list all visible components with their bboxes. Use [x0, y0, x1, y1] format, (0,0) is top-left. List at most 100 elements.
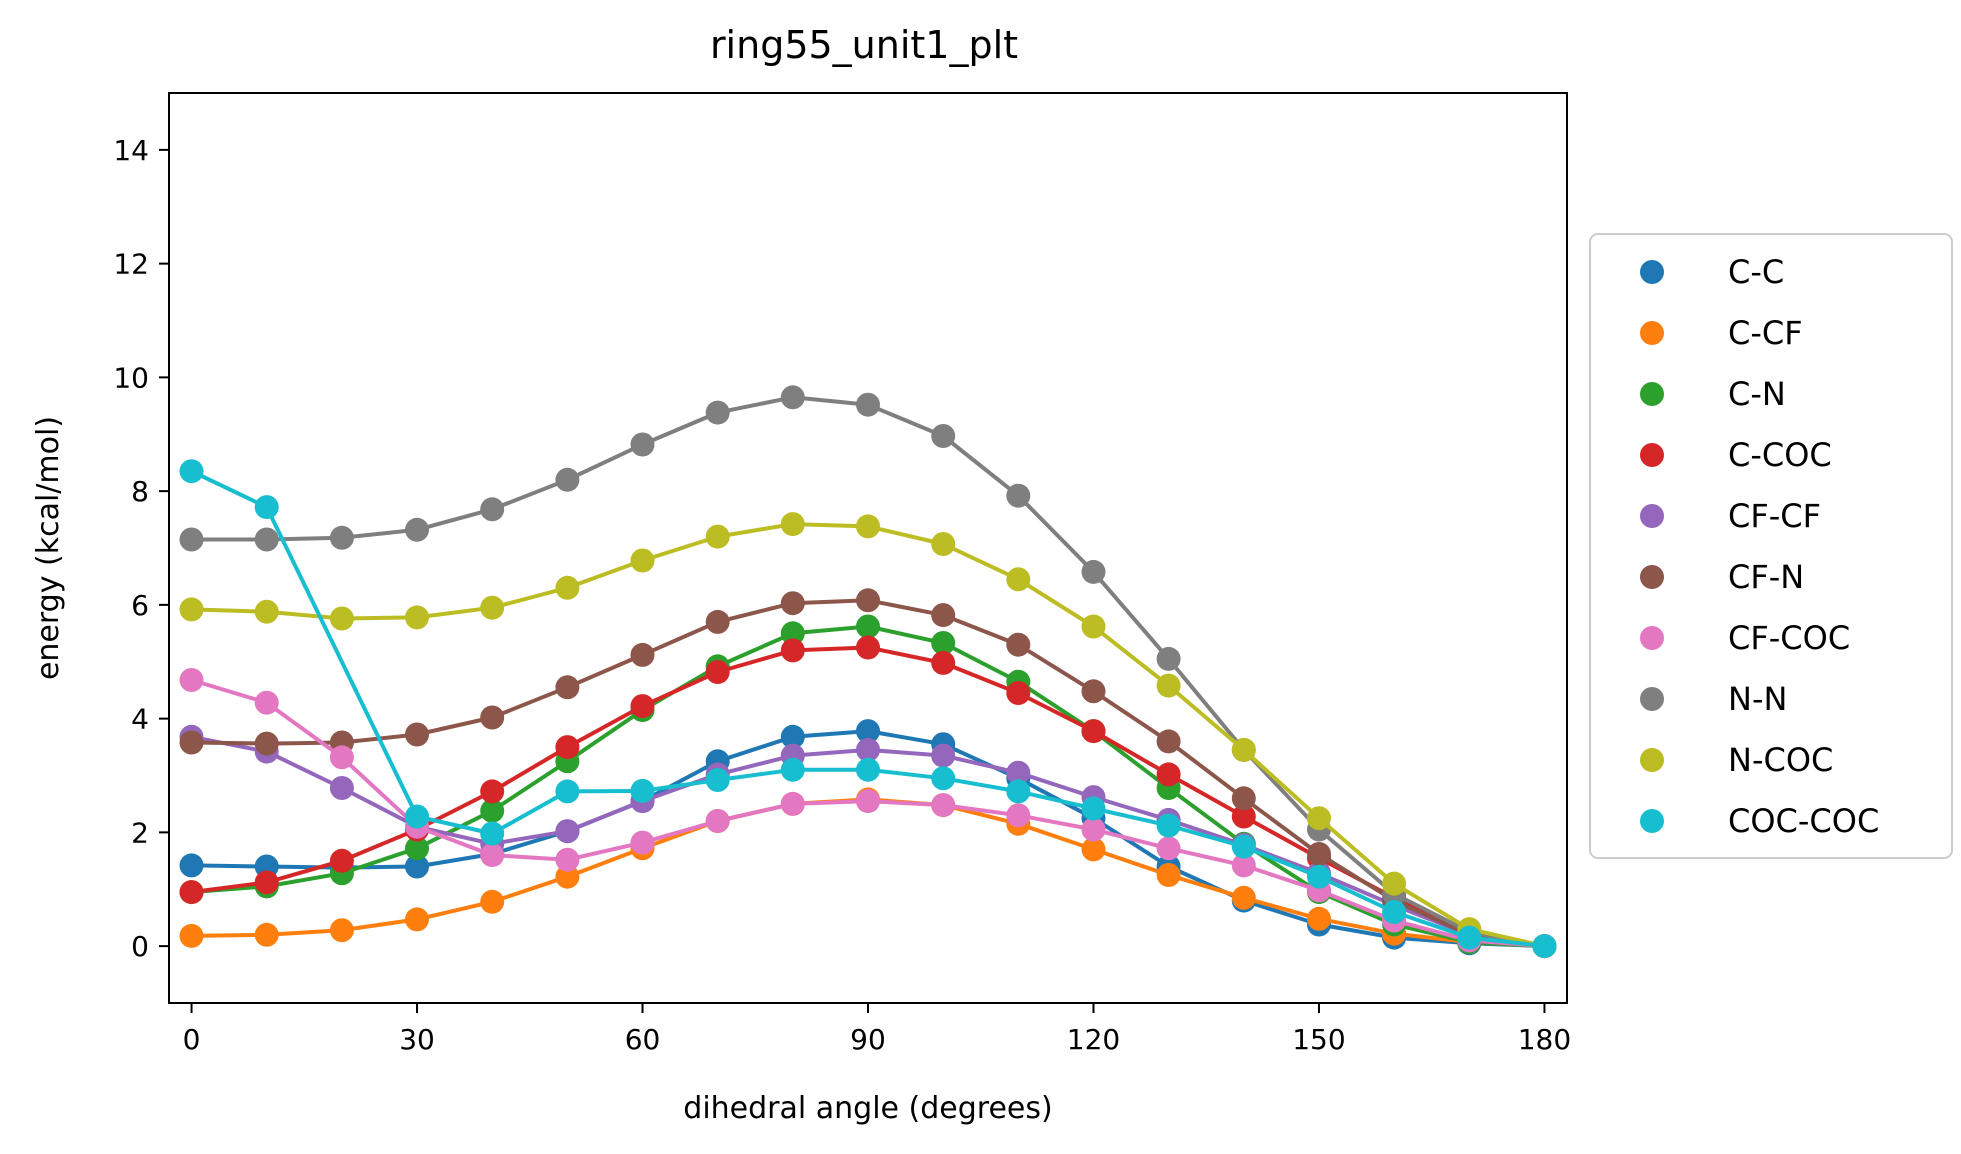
data-point — [630, 642, 655, 667]
y-tick-label: 2 — [131, 816, 149, 849]
data-point — [1156, 836, 1181, 861]
data-point — [1156, 646, 1181, 671]
data-point — [1307, 906, 1331, 931]
legend-label: N-N — [1728, 680, 1787, 718]
data-point — [705, 524, 730, 549]
x-tick-label: 0 — [183, 1023, 201, 1056]
data-point — [630, 778, 655, 803]
legend-entry-n-n: N-N — [1640, 680, 1787, 718]
data-point — [1006, 803, 1031, 828]
data-point — [1006, 483, 1031, 508]
data-point — [856, 392, 880, 417]
data-point — [1006, 779, 1031, 804]
data-point — [329, 525, 354, 550]
data-point — [705, 768, 730, 792]
data-point — [405, 605, 429, 630]
x-axis-label: dihedral angle (degrees) — [683, 1091, 1052, 1126]
legend-marker — [1640, 687, 1664, 711]
legend-box — [1589, 233, 1953, 859]
series-c-n — [179, 614, 1557, 959]
legend-label: C-N — [1728, 375, 1786, 413]
legend-entry-c-n: C-N — [1640, 375, 1786, 413]
data-point — [931, 424, 956, 448]
data-point — [555, 864, 580, 889]
legend-entry-c-cf: C-CF — [1640, 314, 1803, 352]
legend-entry-cf-coc: CF-COC — [1640, 619, 1850, 657]
data-point — [780, 591, 805, 616]
data-point — [780, 512, 805, 537]
data-point — [480, 889, 505, 914]
data-point — [1081, 817, 1106, 842]
data-point — [480, 595, 505, 620]
data-point — [1382, 900, 1407, 924]
data-point — [1156, 813, 1181, 838]
data-point — [329, 606, 354, 631]
y-axis-label: energy (kcal/mol) — [31, 416, 66, 680]
y-tick-label: 14 — [113, 134, 149, 167]
data-point — [1081, 614, 1106, 639]
data-point — [1231, 737, 1256, 762]
data-point — [179, 668, 204, 692]
data-point — [254, 922, 279, 947]
data-point — [856, 588, 880, 613]
legend-marker — [1640, 748, 1664, 772]
data-point — [1156, 762, 1181, 787]
data-point — [329, 776, 354, 800]
data-point — [931, 650, 956, 675]
data-point — [254, 870, 279, 895]
data-point — [555, 735, 580, 760]
data-point — [405, 804, 429, 829]
data-point — [405, 722, 429, 747]
data-point — [931, 631, 956, 655]
y-tick-label: 8 — [131, 475, 149, 508]
legend-label: CF-CF — [1728, 497, 1821, 535]
data-point — [254, 495, 279, 520]
data-point — [1382, 871, 1407, 896]
data-point — [179, 730, 204, 755]
data-point — [1081, 719, 1106, 744]
series-n-coc — [179, 512, 1557, 959]
x-tick-label: 120 — [1067, 1023, 1120, 1056]
data-point — [630, 432, 655, 457]
data-point — [179, 923, 204, 948]
data-point — [1006, 567, 1031, 592]
data-point — [555, 467, 580, 492]
data-point — [179, 527, 204, 552]
data-point — [179, 459, 204, 484]
x-axis-ticks: 0 30 60 90 120 150 180 — [183, 1003, 1571, 1056]
data-point — [856, 635, 880, 660]
legend-marker — [1640, 382, 1664, 406]
series-line — [191, 797, 1545, 949]
data-point — [856, 514, 880, 539]
data-point — [405, 836, 429, 861]
data-point — [179, 880, 204, 905]
data-point — [856, 719, 880, 744]
data-point — [1081, 796, 1106, 821]
series-cf-coc — [179, 668, 1557, 959]
data-point — [254, 690, 279, 715]
data-point — [1006, 632, 1031, 657]
data-point — [179, 853, 204, 878]
legend-label: COC-COC — [1728, 802, 1879, 840]
data-point — [780, 385, 805, 410]
data-point — [931, 603, 956, 628]
y-axis-ticks: 0 2 4 6 8 10 12 14 — [113, 134, 169, 963]
data-point — [480, 779, 505, 804]
legend-entry-coc-coc: COC-COC — [1640, 802, 1879, 840]
data-point — [1081, 837, 1106, 862]
data-point — [480, 798, 505, 823]
series-line — [191, 395, 1545, 949]
data-point — [705, 400, 730, 425]
legend: C-C C-CF C-N C-COC CF-CF CF-N CF-COC N-N N-COC CO… — [1589, 233, 1953, 859]
y-tick-label: 4 — [131, 703, 149, 736]
data-point — [705, 809, 730, 833]
legend-marker — [1640, 443, 1664, 467]
data-point — [856, 789, 880, 814]
data-point — [630, 548, 655, 573]
data-point — [480, 821, 505, 846]
x-tick-label: 180 — [1518, 1023, 1571, 1056]
data-point — [780, 621, 805, 646]
y-tick-label: 10 — [113, 361, 149, 394]
legend-marker — [1640, 626, 1664, 650]
y-tick-label: 6 — [131, 589, 149, 622]
